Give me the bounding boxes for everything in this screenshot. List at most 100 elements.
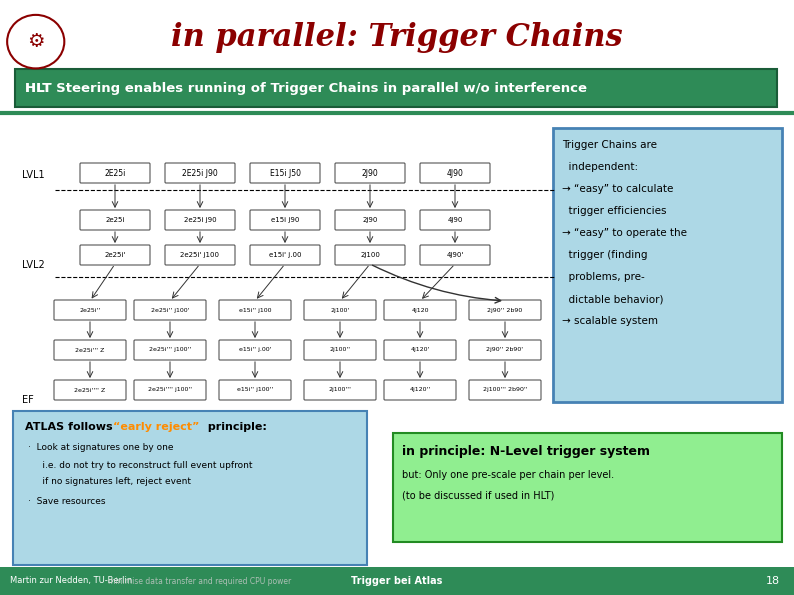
Text: 2j100: 2j100 [360, 252, 380, 258]
Text: 2e25i: 2e25i [106, 217, 125, 223]
Text: → “easy” to operate the: → “easy” to operate the [562, 228, 687, 238]
Text: 4j120': 4j120' [410, 347, 430, 352]
FancyBboxPatch shape [250, 245, 320, 265]
FancyBboxPatch shape [15, 69, 777, 107]
FancyBboxPatch shape [335, 210, 405, 230]
FancyBboxPatch shape [219, 380, 291, 400]
FancyBboxPatch shape [219, 340, 291, 360]
FancyBboxPatch shape [134, 300, 206, 320]
Text: 2e25i''' j100'': 2e25i''' j100'' [149, 347, 191, 352]
FancyBboxPatch shape [384, 340, 456, 360]
Text: ATLAS follows: ATLAS follows [25, 422, 117, 432]
Text: dictable behavior): dictable behavior) [562, 294, 664, 304]
Text: Martin zur Nedden, TU-Berlin: Martin zur Nedden, TU-Berlin [10, 577, 133, 585]
FancyBboxPatch shape [54, 300, 126, 320]
Text: 2j100': 2j100' [330, 308, 349, 312]
Text: HLT Steering enables running of Trigger Chains in parallel w/o interference: HLT Steering enables running of Trigger … [25, 82, 587, 95]
Text: 2e25i': 2e25i' [104, 252, 125, 258]
Text: 18: 18 [766, 576, 780, 586]
FancyBboxPatch shape [553, 128, 782, 402]
Text: 2E25i J90: 2E25i J90 [182, 168, 218, 177]
FancyBboxPatch shape [54, 340, 126, 360]
Text: → scalable system: → scalable system [562, 316, 658, 326]
Text: LVL1: LVL1 [22, 170, 44, 180]
Text: ⚙: ⚙ [27, 32, 44, 51]
Text: → “easy” to calculate: → “easy” to calculate [562, 184, 673, 194]
Text: 4j90: 4j90 [447, 217, 463, 223]
Text: e15i'' j100: e15i'' j100 [239, 308, 272, 312]
Text: “early reject”: “early reject” [113, 422, 199, 432]
Text: e15i'' j.00': e15i'' j.00' [239, 347, 272, 352]
FancyBboxPatch shape [165, 163, 235, 183]
Text: ·  Look at signatures one by one: · Look at signatures one by one [28, 443, 174, 452]
Text: trigger efficiencies: trigger efficiencies [562, 206, 666, 216]
Text: 4j120'': 4j120'' [410, 387, 430, 393]
Text: 2j100'': 2j100'' [330, 347, 351, 352]
FancyBboxPatch shape [219, 300, 291, 320]
Text: 2e25i'' j100': 2e25i'' j100' [151, 308, 189, 312]
FancyBboxPatch shape [165, 245, 235, 265]
Text: 2j100''': 2j100''' [329, 387, 352, 393]
Text: in parallel: Trigger Chains: in parallel: Trigger Chains [172, 21, 622, 52]
Text: Trigger bei Atlas: Trigger bei Atlas [351, 576, 443, 586]
Text: 2e25i j90: 2e25i j90 [183, 217, 216, 223]
Text: principle:: principle: [204, 422, 267, 432]
Text: 4j120: 4j120 [411, 308, 429, 312]
FancyBboxPatch shape [469, 300, 541, 320]
Text: Trigger Chains are: Trigger Chains are [562, 140, 657, 150]
FancyBboxPatch shape [304, 340, 376, 360]
Text: but: Only one pre-scale per chain per level.: but: Only one pre-scale per chain per le… [402, 470, 614, 480]
FancyBboxPatch shape [393, 433, 782, 542]
FancyBboxPatch shape [80, 245, 150, 265]
Text: 2E25i: 2E25i [104, 168, 125, 177]
FancyBboxPatch shape [80, 163, 150, 183]
FancyBboxPatch shape [250, 210, 320, 230]
Text: 2e25i''' Z: 2e25i''' Z [75, 347, 105, 352]
FancyBboxPatch shape [384, 380, 456, 400]
FancyBboxPatch shape [80, 210, 150, 230]
FancyBboxPatch shape [134, 380, 206, 400]
Text: 2j90: 2j90 [362, 217, 378, 223]
FancyBboxPatch shape [335, 245, 405, 265]
Text: 2e25i'''' Z: 2e25i'''' Z [75, 387, 106, 393]
Text: minimise data transfer and required CPU power: minimise data transfer and required CPU … [108, 577, 291, 585]
Text: 2j90'' 2b90': 2j90'' 2b90' [487, 347, 523, 352]
FancyBboxPatch shape [134, 340, 206, 360]
Text: 2e25i'''' j100'': 2e25i'''' j100'' [148, 387, 192, 393]
Text: e15i j90: e15i j90 [271, 217, 299, 223]
FancyBboxPatch shape [420, 210, 490, 230]
Text: 4j90': 4j90' [446, 252, 464, 258]
Text: e15i' j.00: e15i' j.00 [268, 252, 301, 258]
FancyBboxPatch shape [335, 163, 405, 183]
FancyBboxPatch shape [384, 300, 456, 320]
Text: e15i'' j100'': e15i'' j100'' [237, 387, 273, 393]
FancyBboxPatch shape [469, 340, 541, 360]
Text: independent:: independent: [562, 162, 638, 172]
FancyBboxPatch shape [165, 210, 235, 230]
Text: in principle: N-Level trigger system: in principle: N-Level trigger system [402, 446, 650, 459]
FancyBboxPatch shape [304, 300, 376, 320]
FancyBboxPatch shape [420, 245, 490, 265]
Text: 2e25i'': 2e25i'' [79, 308, 101, 312]
Text: LVL2: LVL2 [22, 260, 44, 270]
FancyBboxPatch shape [304, 380, 376, 400]
FancyBboxPatch shape [0, 567, 794, 595]
Text: 4J90: 4J90 [446, 168, 464, 177]
Text: EF: EF [22, 395, 34, 405]
Text: problems, pre-: problems, pre- [562, 272, 645, 282]
FancyBboxPatch shape [13, 411, 367, 565]
FancyBboxPatch shape [54, 380, 126, 400]
Text: trigger (finding: trigger (finding [562, 250, 647, 260]
Text: i.e. do not try to reconstruct full event upfront: i.e. do not try to reconstruct full even… [28, 461, 252, 469]
FancyBboxPatch shape [250, 163, 320, 183]
Text: 2e25i' j100: 2e25i' j100 [180, 252, 219, 258]
Text: ·  Save resources: · Save resources [28, 497, 106, 506]
Text: (to be discussed if used in HLT): (to be discussed if used in HLT) [402, 490, 554, 500]
Text: E15i J50: E15i J50 [269, 168, 300, 177]
Text: HLT: HLT [25, 82, 56, 95]
Text: if no signatures left, reject event: if no signatures left, reject event [28, 478, 191, 487]
Text: 2j100''' 2b90'': 2j100''' 2b90'' [483, 387, 527, 393]
FancyBboxPatch shape [469, 380, 541, 400]
Text: 2J90: 2J90 [361, 168, 379, 177]
FancyBboxPatch shape [420, 163, 490, 183]
